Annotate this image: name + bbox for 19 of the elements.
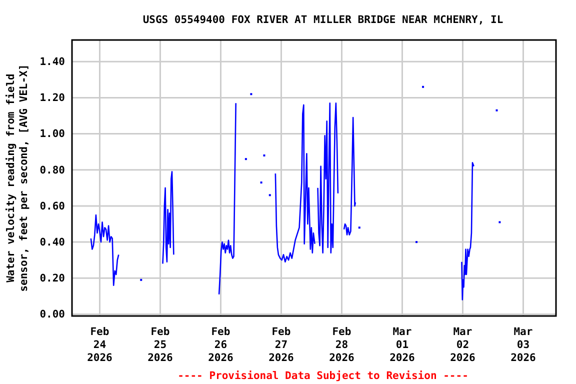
x-tick-label: Feb 25 2026 [148, 326, 173, 364]
y-tick-label: 0.20 [40, 272, 65, 284]
y-tick-label: 0.40 [40, 236, 65, 248]
y-tick-label: 0.60 [40, 200, 65, 212]
y-tick-label: 0.80 [40, 164, 65, 176]
y-tick-label: 1.40 [40, 56, 65, 68]
y-tick-label: 1.20 [40, 92, 65, 104]
x-tick-label: Mar 01 2026 [390, 326, 415, 364]
y-axis-title: Water velocity reading from field sensor, feet per second, [AVG VEL-X] [5, 64, 30, 292]
x-tick-label: Mar 02 2026 [450, 326, 476, 364]
text: ---- Provisional Data Subject to Revision ---- [178, 370, 468, 382]
y-tick-label: 0.00 [40, 308, 65, 321]
x-tick-label: Feb 27 2026 [268, 326, 294, 364]
chart-title: USGS 05549400 FOX RIVER AT MILLER BRIDGE NEAR MCHENRY, IL [142, 14, 504, 26]
x-tick-label: Feb 28 2026 [329, 326, 354, 364]
x-tick-label: Mar 03 2026 [510, 326, 536, 364]
x-tick-label: Feb 24 2026 [87, 326, 112, 364]
x-tick-label: Feb 26 2026 [208, 326, 234, 364]
y-tick-label: 1.00 [40, 128, 65, 140]
